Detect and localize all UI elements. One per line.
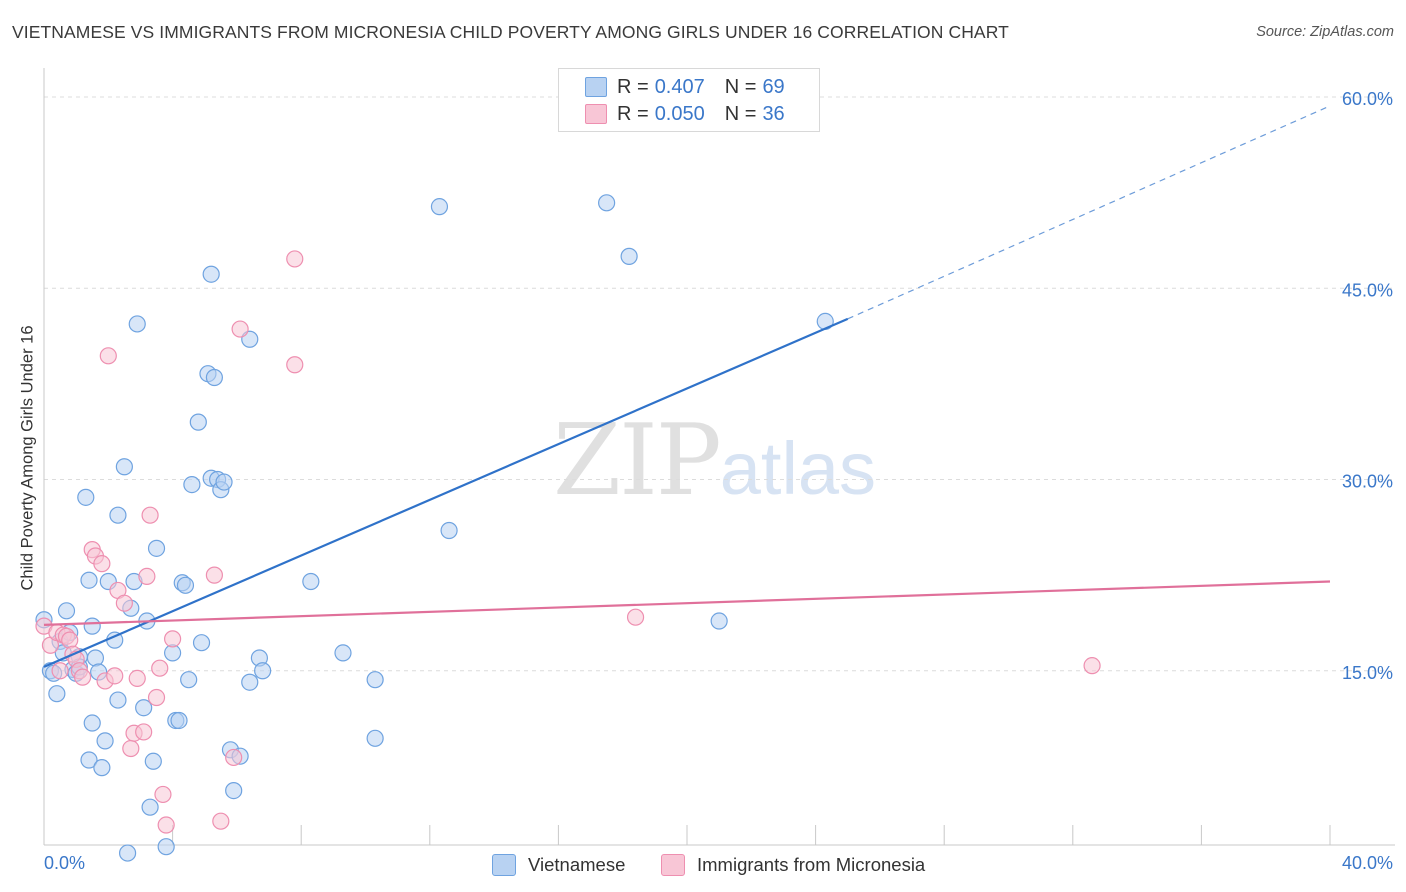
micronesia-point	[286, 356, 304, 374]
vietnamese-point	[170, 711, 188, 730]
micronesia-point	[138, 567, 156, 586]
x-tick-label: 40.0%	[1342, 853, 1393, 873]
micronesia-point	[135, 723, 153, 741]
legend-swatch-vietnamese	[585, 77, 607, 97]
vietnamese-point	[109, 506, 127, 524]
vietnamese-point	[93, 759, 111, 777]
micronesia-point	[122, 739, 140, 758]
legend-r-label: R =	[617, 75, 649, 98]
vietnamese-point	[366, 729, 384, 747]
micronesia-point	[154, 785, 172, 804]
vietnamese-point	[57, 602, 76, 620]
vietnamese-point	[77, 488, 95, 506]
micronesia-trend-line	[43, 580, 1331, 626]
bottom-legend-label-micronesia: Immigrants from Micronesia	[697, 854, 926, 875]
legend-n-label: N =	[724, 75, 757, 98]
correlation-legend: R = 0.407 N = 69 R = 0.050 N = 36	[558, 68, 820, 132]
x-tick-label: 0.0%	[44, 853, 85, 873]
vietnamese-point	[302, 572, 320, 591]
vietnamese-point	[86, 649, 105, 667]
vietnamese-point	[128, 315, 146, 333]
vietnamese-point	[80, 571, 98, 589]
vietnamese-point	[141, 798, 159, 816]
vietnamese-point	[205, 368, 223, 387]
vietnamese-point	[96, 732, 114, 750]
vietnamese-trend-line	[43, 317, 849, 668]
vietnamese-point	[180, 671, 198, 689]
vietnamese-point	[176, 576, 195, 594]
vietnamese-point	[80, 751, 98, 769]
vietnamese-point	[334, 644, 352, 662]
legend-row-vietnamese: R = 0.407 N = 69	[585, 75, 785, 99]
vietnamese-trend-extension	[847, 105, 1331, 320]
legend-row-micronesia: R = 0.050 N = 36	[585, 102, 785, 126]
micronesia-point	[141, 506, 159, 524]
micronesia-point	[212, 812, 230, 830]
micronesia-point	[147, 688, 166, 707]
vietnamese-point	[189, 413, 207, 431]
y-tick-label: 30.0%	[1342, 472, 1393, 492]
micronesia-point	[157, 816, 175, 834]
vietnamese-point	[115, 458, 133, 476]
bottom-legend-swatch-micronesia	[661, 854, 685, 876]
micronesia-point	[225, 748, 243, 767]
vietnamese-point	[83, 714, 101, 732]
micronesia-point	[93, 555, 111, 573]
vietnamese-point	[48, 685, 66, 703]
micronesia-point	[231, 320, 249, 338]
micronesia-point	[115, 594, 133, 612]
vietnamese-point	[620, 247, 638, 265]
micronesia-point	[73, 668, 92, 686]
vietnamese-point	[598, 194, 616, 212]
micronesia-point	[626, 608, 645, 626]
vietnamese-point	[254, 662, 272, 680]
vietnamese-point	[83, 617, 101, 635]
vietnamese-point	[202, 265, 220, 283]
vietnamese-point	[241, 673, 259, 691]
vietnamese-point	[710, 612, 728, 630]
legend-n-value: 36	[762, 102, 785, 125]
micronesia-point	[99, 347, 117, 365]
micronesia-point	[106, 667, 124, 685]
legend-r-value: 0.050	[654, 102, 705, 125]
bottom-legend-swatch-vietnamese	[492, 854, 516, 876]
vietnamese-point	[118, 844, 137, 862]
vietnamese-point	[147, 539, 166, 557]
legend-r-value: 0.407	[654, 75, 705, 98]
micronesia-point	[1083, 657, 1101, 675]
legend-swatch-micronesia	[585, 104, 607, 124]
bottom-legend-micronesia: Immigrants from Micronesia	[661, 852, 925, 878]
chart-source: Source: ZipAtlas.com	[1256, 24, 1394, 40]
vietnamese-point	[225, 781, 243, 800]
chart-title: VIETNAMESE VS IMMIGRANTS FROM MICRONESIA…	[12, 22, 1009, 42]
micronesia-point	[151, 659, 169, 677]
micronesia-point	[61, 631, 79, 649]
bottom-legend-label-vietnamese: Vietnamese	[528, 854, 626, 875]
vietnamese-point	[192, 634, 211, 652]
micronesia-point	[164, 630, 182, 648]
micronesia-point	[51, 662, 69, 680]
vietnamese-point	[430, 198, 449, 216]
legend-n-value: 69	[762, 75, 785, 98]
vietnamese-point	[183, 476, 201, 494]
bottom-legend-vietnamese: Vietnamese	[492, 852, 625, 878]
vietnamese-point	[144, 752, 162, 770]
vietnamese-point	[109, 691, 127, 709]
y-tick-label: 45.0%	[1342, 280, 1393, 300]
vietnamese-point	[215, 473, 233, 491]
micronesia-point	[286, 250, 304, 268]
vietnamese-point	[157, 838, 175, 856]
micronesia-point	[128, 669, 146, 688]
y-tick-label: 60.0%	[1342, 89, 1393, 109]
vietnamese-point	[440, 521, 458, 540]
legend-r-label: R =	[617, 102, 649, 125]
vietnamese-point	[135, 699, 153, 717]
micronesia-point	[205, 566, 223, 584]
y-tick-label: 15.0%	[1342, 663, 1393, 683]
legend-n-label: N =	[724, 102, 757, 125]
vietnamese-point	[366, 671, 384, 689]
